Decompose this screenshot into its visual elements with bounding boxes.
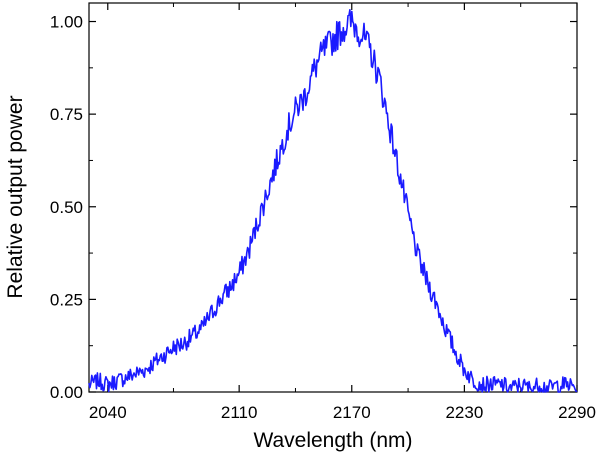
plot-area [88,2,578,393]
y-axis-title: Relative output power [4,95,27,298]
series-line [88,9,578,393]
x-axis-title: Wavelength (nm) [253,429,412,452]
x-tick-label: 2230 [445,403,483,422]
series-layer [88,9,578,393]
x-tick-label: 2110 [221,403,258,422]
y-tick-label: 1.00 [50,13,83,32]
y-tick-label: 0.00 [50,383,83,402]
y-tick-label: 0.50 [50,198,83,217]
y-tick-label: 0.75 [50,105,83,124]
x-tick-label: 2170 [333,403,371,422]
y-tick-label: 0.25 [50,290,83,309]
y-axis: 0.00 0.25 0.50 0.75 1.00 [50,13,577,402]
x-tick-label: 2290 [558,403,596,422]
x-tick-label: 2040 [89,403,127,422]
